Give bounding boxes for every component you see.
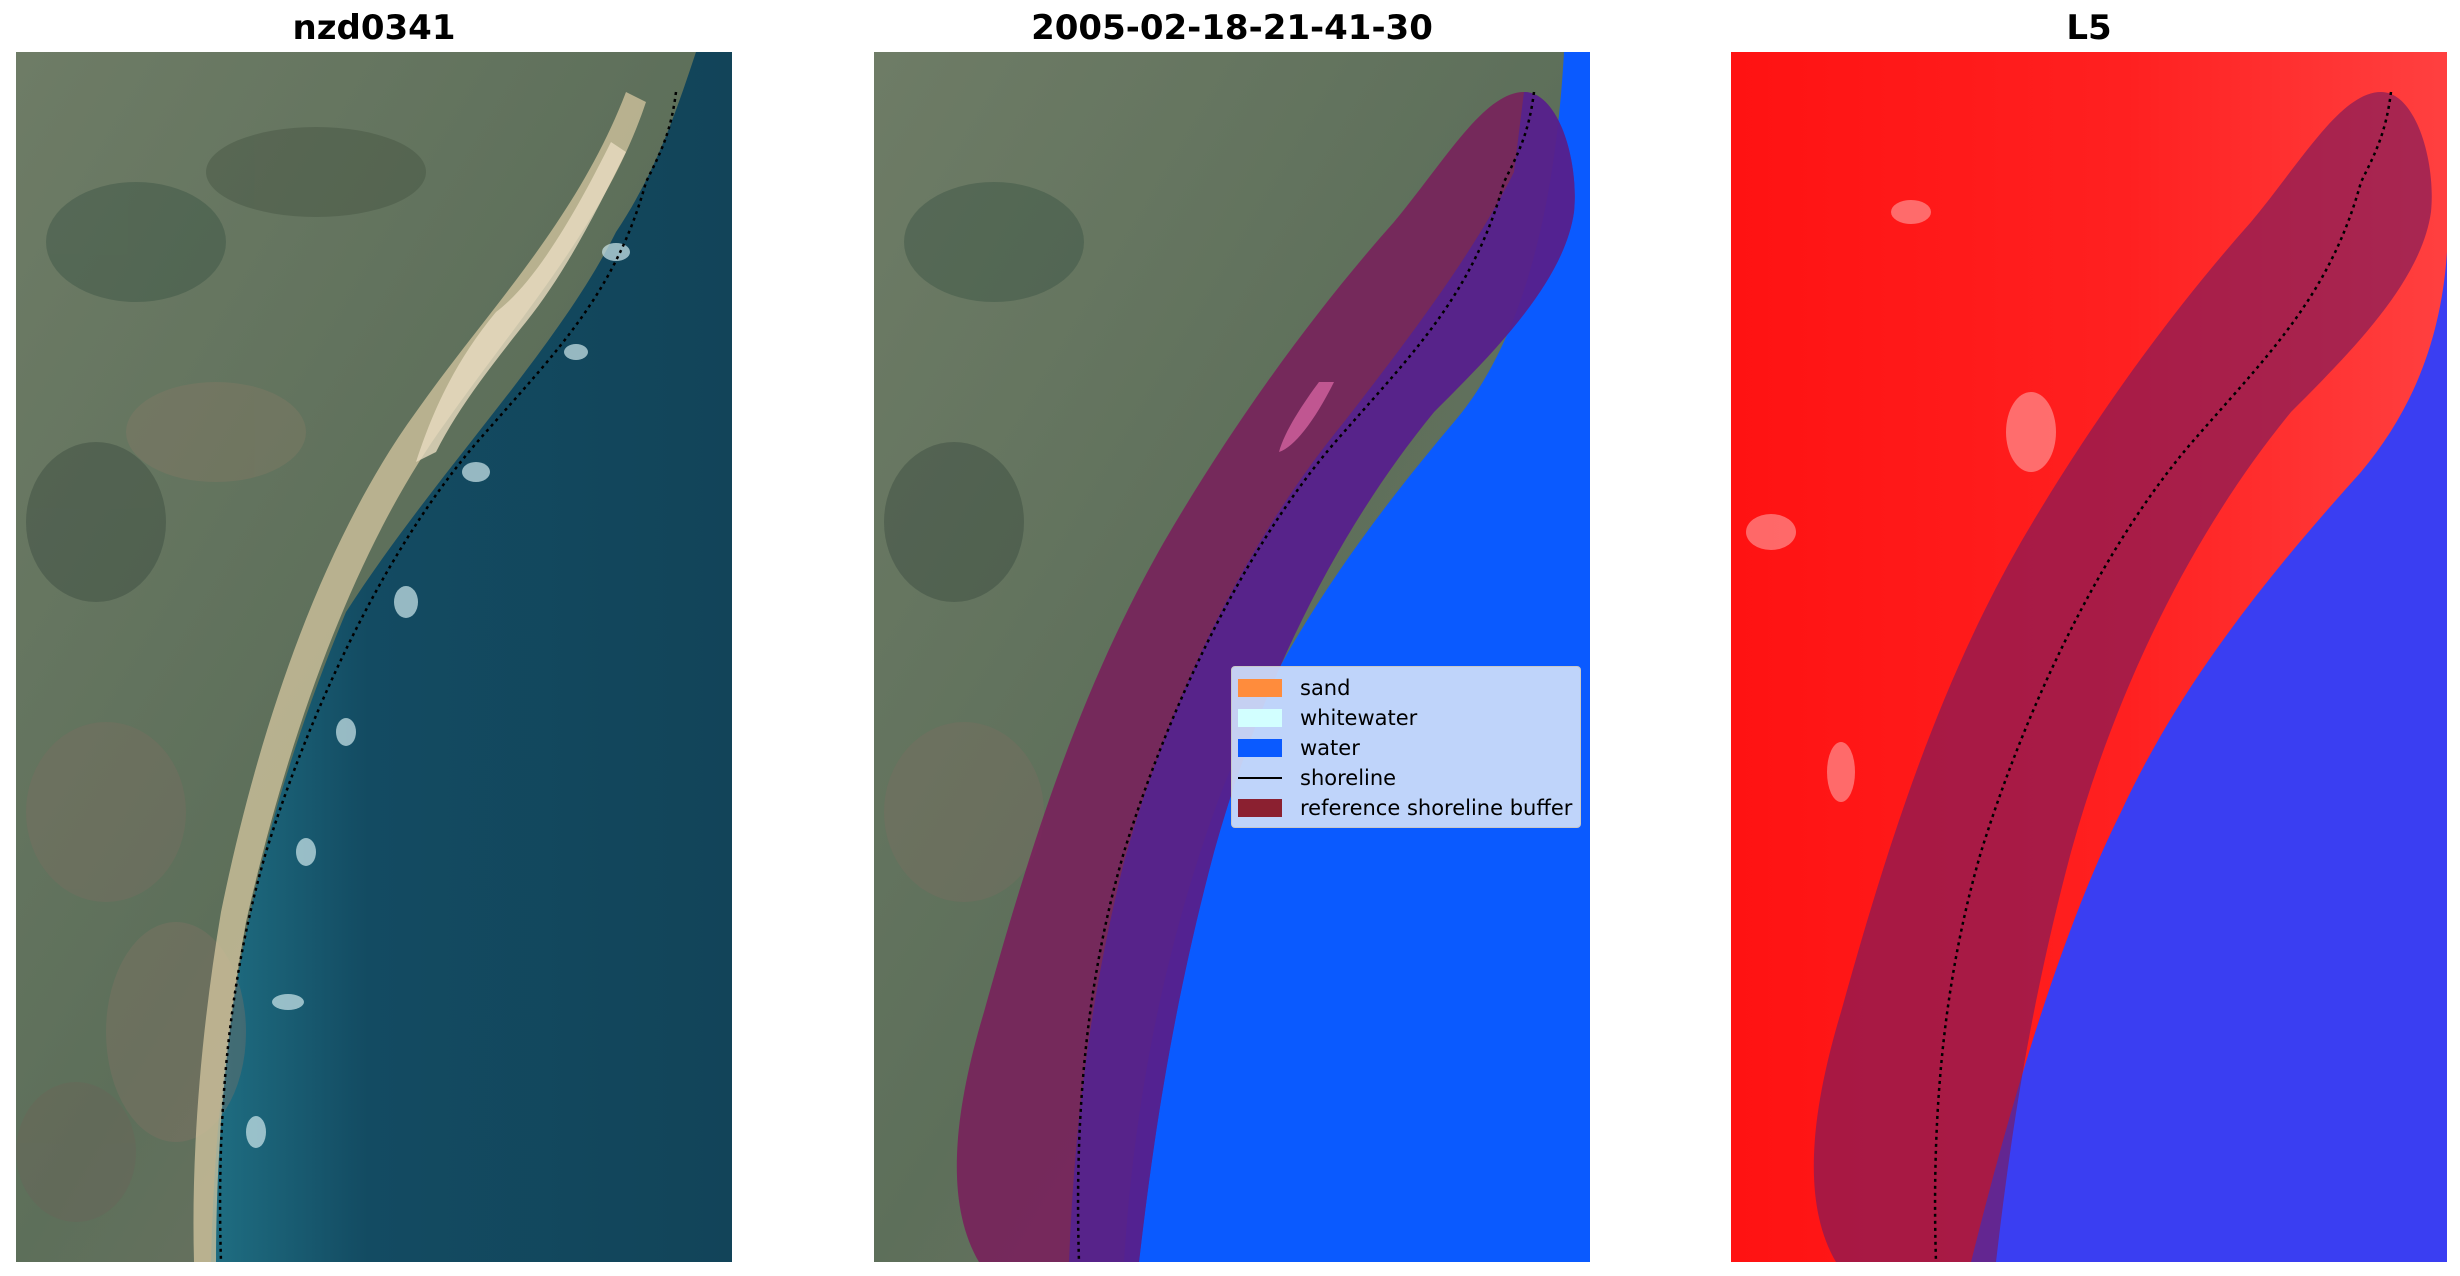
index-texture — [1746, 200, 2056, 802]
water-class — [1124, 52, 1590, 1262]
buffer-over-water — [1069, 92, 1575, 1262]
reference-shoreline-buffer — [1813, 92, 2432, 1262]
legend-item-buffer: reference shoreline buffer — [1238, 795, 1572, 821]
panel-title-classified: 2005-02-18-21-41-30 — [1031, 8, 1433, 48]
map-legend: sand whitewater water shoreline referenc… — [1231, 666, 1581, 828]
terrain-shading — [884, 182, 1084, 902]
water-index — [1971, 252, 2447, 1262]
legend-item-sand: sand — [1238, 675, 1350, 701]
dune — [416, 142, 626, 462]
legend-item-shoreline: shoreline — [1238, 765, 1396, 791]
index-image — [1731, 52, 2447, 1262]
shoreline-line — [1933, 91, 2393, 1262]
classified-image — [874, 52, 1590, 1262]
shoreline-line — [218, 91, 678, 1262]
legend-item-whitewater: whitewater — [1238, 705, 1417, 731]
legend-label-water: water — [1300, 736, 1360, 760]
buffer-swatch — [1238, 799, 1282, 817]
surf-foam — [246, 243, 630, 1148]
shoreline-swatch — [1238, 777, 1282, 779]
sand-patch — [1279, 382, 1334, 452]
legend-label-whitewater: whitewater — [1300, 706, 1418, 730]
legend-label-sand: sand — [1300, 676, 1351, 700]
shoreline-line — [1076, 91, 1536, 1262]
legend-item-water: water — [1238, 735, 1360, 761]
terrain-shading — [16, 127, 426, 1222]
sea-area — [211, 52, 732, 1262]
legend-label-buffer: reference shoreline buffer — [1300, 796, 1573, 820]
classified-image-panel — [874, 52, 1590, 1262]
index-image-panel — [1731, 52, 2447, 1262]
legend-label-shoreline: shoreline — [1300, 766, 1397, 790]
rgb-image — [16, 52, 732, 1262]
panel-title-index: L5 — [2066, 8, 2112, 48]
water-swatch — [1238, 739, 1282, 757]
panel-title-rgb: nzd0341 — [292, 8, 456, 48]
whitewater-swatch — [1238, 709, 1282, 727]
rgb-image-panel — [16, 52, 732, 1262]
sand-swatch — [1238, 679, 1282, 697]
